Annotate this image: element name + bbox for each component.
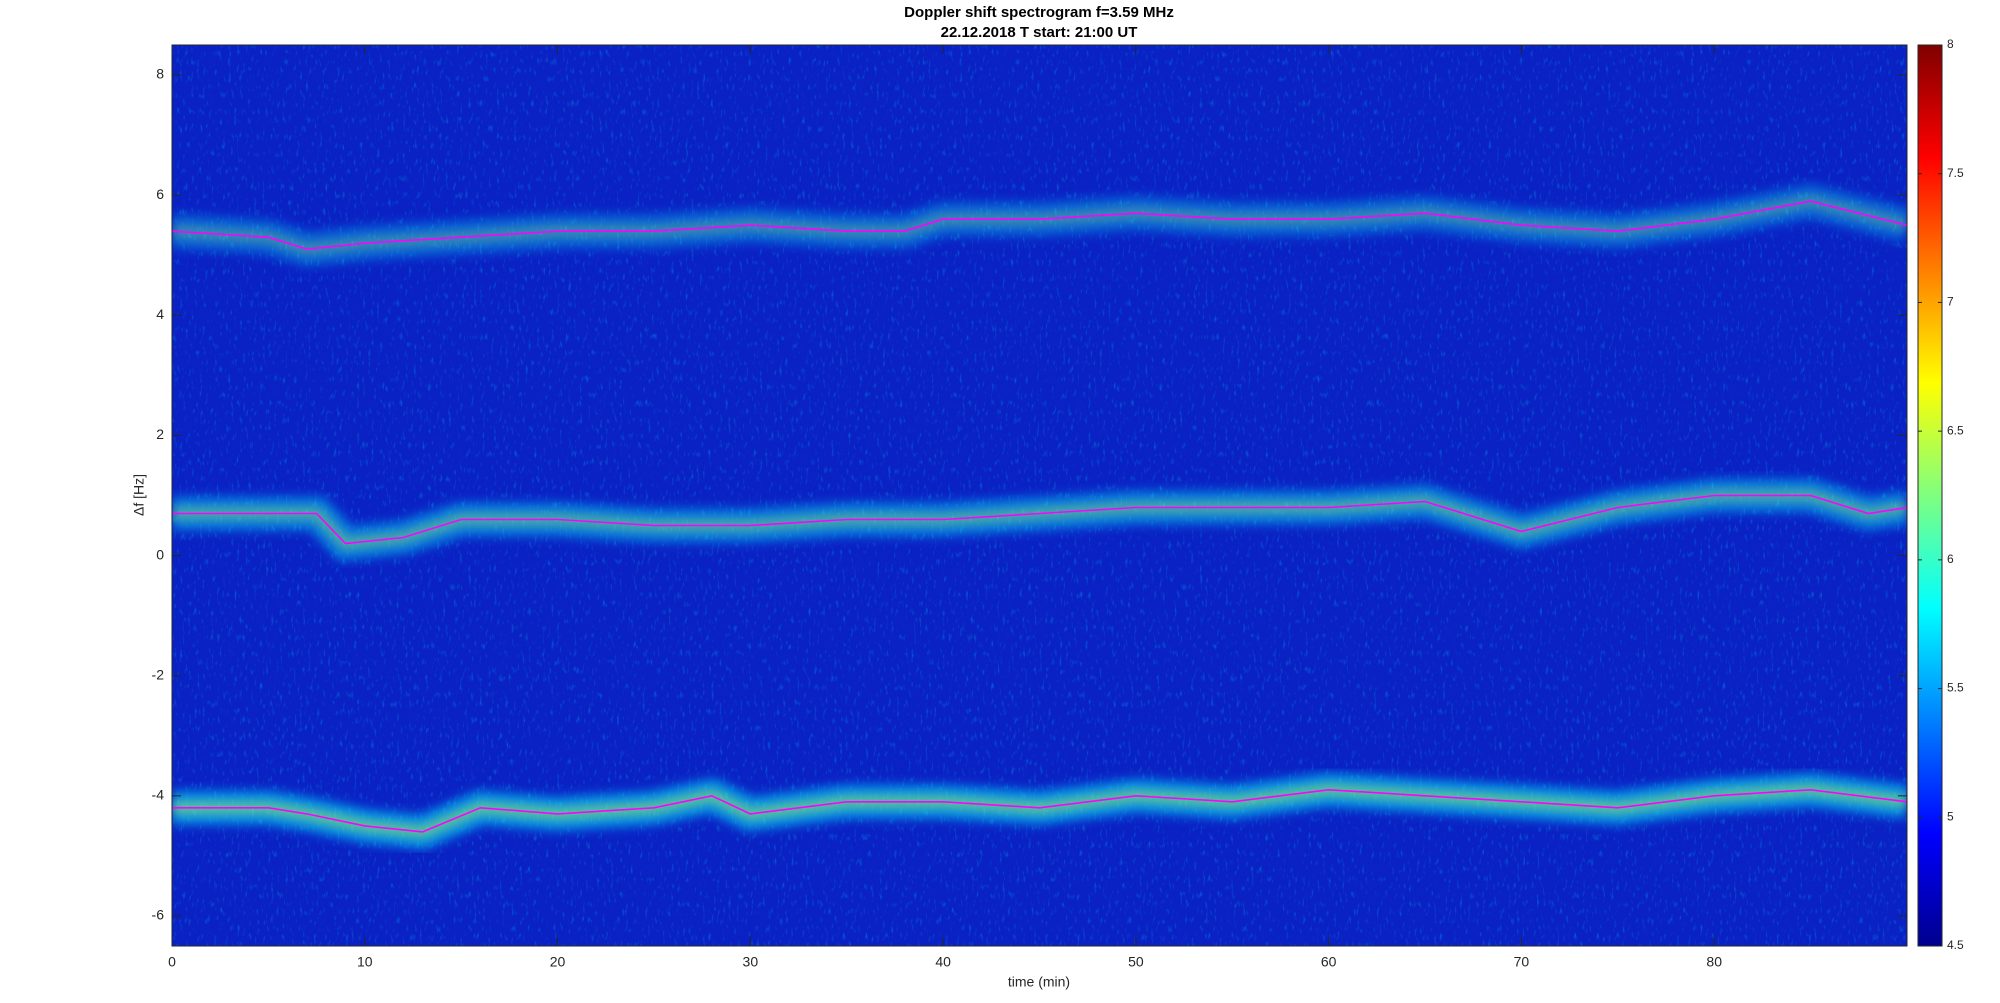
- y-tick-label: -4: [152, 787, 165, 803]
- x-tick-label: 20: [550, 954, 566, 970]
- y-tick-label: -6: [152, 907, 165, 923]
- y-axis-label: Δf [Hz]: [131, 474, 147, 516]
- colorbar-tick-label: 8: [1947, 37, 1954, 51]
- axes-box: [171, 44, 1908, 947]
- trace-line: [172, 200, 1907, 251]
- y-tick-label: 2: [156, 426, 164, 442]
- y-tick-label: 6: [156, 186, 164, 202]
- colorbar-tick-label: 6: [1947, 552, 1954, 566]
- y-tick-label: 8: [156, 66, 164, 82]
- y-tick-label: 4: [156, 306, 164, 322]
- colorbar-tick-label: 4.5: [1947, 938, 1964, 952]
- x-tick-label: 80: [1706, 954, 1722, 970]
- trace-line: [172, 494, 1907, 545]
- colorbar-tick-label: 7.5: [1947, 166, 1964, 180]
- colorbar: [1918, 45, 1942, 946]
- y-tick-label: 0: [156, 546, 164, 562]
- bands: [172, 183, 1907, 850]
- colorbar-tick-label: 5: [1947, 809, 1954, 823]
- x-tick-label: 0: [168, 954, 176, 970]
- chart-subtitle: 22.12.2018 T start: 21:00 UT: [941, 24, 1138, 41]
- x-tick-label: 40: [935, 954, 951, 970]
- x-tick-label: 70: [1514, 954, 1530, 970]
- colorbar-tick-label: 7: [1947, 295, 1954, 309]
- chart-title: Doppler shift spectrogram f=3.59 MHz: [904, 4, 1174, 21]
- colorbar-tick-label: 5.5: [1947, 681, 1964, 695]
- x-tick-label: 10: [357, 954, 373, 970]
- trace-line: [172, 788, 1907, 833]
- colorbar-tick-label: 6.5: [1947, 423, 1964, 437]
- x-tick-label: 60: [1321, 954, 1337, 970]
- x-tick-label: 50: [1128, 954, 1144, 970]
- colorbar-box: [1917, 44, 1943, 947]
- x-axis-label: time (min): [1008, 974, 1070, 990]
- x-tick-label: 30: [743, 954, 759, 970]
- y-tick-label: -2: [152, 666, 165, 682]
